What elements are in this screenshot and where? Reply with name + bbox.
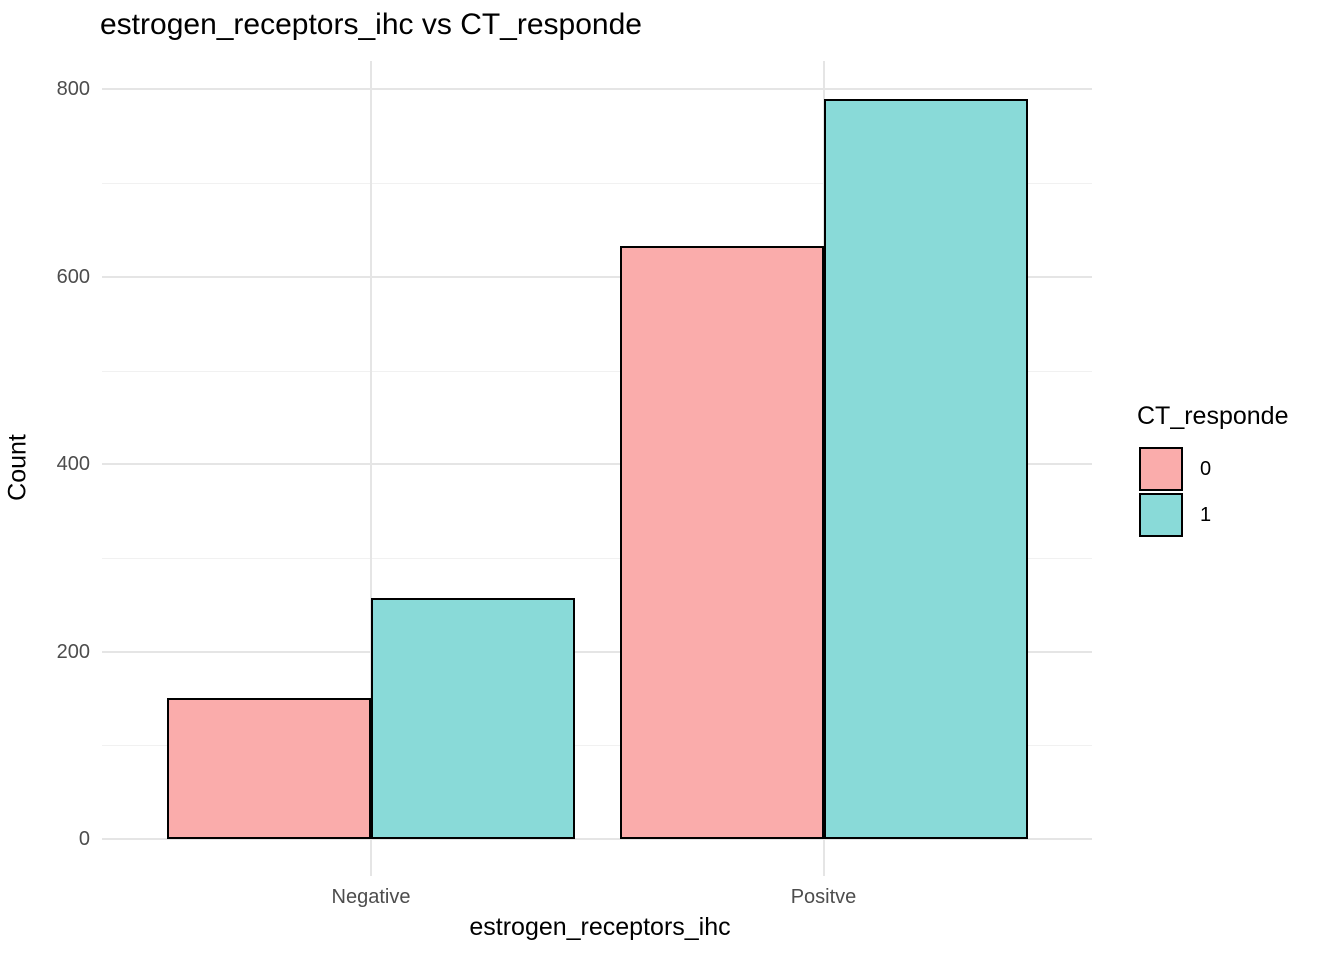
x-tick-label-negative: Negative <box>331 886 411 908</box>
legend-swatch-0 <box>1139 447 1183 491</box>
legend-title: CT_responde <box>1137 402 1289 430</box>
y-tick-label-600: 600 <box>56 265 90 288</box>
gridline-minor-y300 <box>102 557 1092 559</box>
gridline-major-y200 <box>102 650 1092 653</box>
gridline-x-negative <box>370 61 372 876</box>
bar-positve-0 <box>619 245 824 839</box>
legend-label-0: 0 <box>1200 457 1212 480</box>
y-tick-label-800: 800 <box>56 78 90 101</box>
bar-positve-1 <box>823 98 1028 839</box>
gridline-major-y400 <box>102 463 1092 466</box>
plot-panel <box>102 61 1092 876</box>
gridline-major-y600 <box>102 275 1092 278</box>
legend-entry-1: 1 <box>1139 493 1288 537</box>
y-axis-title: Count <box>3 434 32 501</box>
y-tick-label-400: 400 <box>56 453 90 476</box>
bar-negative-0 <box>167 698 371 839</box>
x-axis-title: estrogen_receptors_ihc <box>469 913 731 941</box>
gridline-major-y800 <box>102 88 1092 91</box>
gridline-minor-y100 <box>102 745 1092 747</box>
bar-negative-1 <box>371 598 575 839</box>
y-tick-label-200: 200 <box>56 640 90 663</box>
gridline-minor-y700 <box>102 183 1092 185</box>
x-tick-label-positve: Positve <box>790 886 857 908</box>
legend-swatch-1 <box>1139 493 1183 537</box>
gridline-minor-y500 <box>102 370 1092 372</box>
legend-entry-0: 0 <box>1139 447 1288 491</box>
gridline-major-y0 <box>102 838 1092 840</box>
chart-title: estrogen_receptors_ihc vs CT_responde <box>100 8 642 41</box>
legend-label-1: 1 <box>1200 503 1212 526</box>
y-tick-label-0: 0 <box>78 828 90 850</box>
